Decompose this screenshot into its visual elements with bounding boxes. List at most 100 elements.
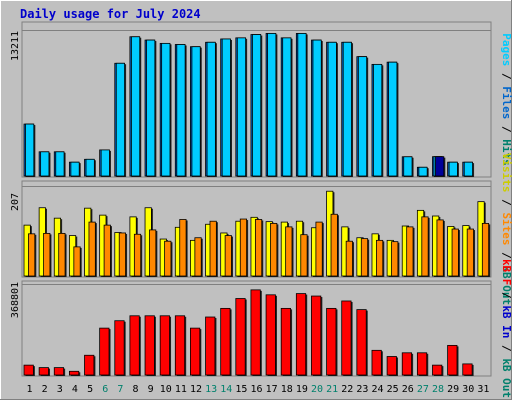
bar-kb-f-day-28 — [432, 364, 444, 376]
bar-sites-day-19 — [300, 234, 309, 277]
bar-files-day-1 — [25, 123, 36, 177]
x-tick-day-16: 16 — [250, 384, 262, 395]
bar-files-day-22-face — [342, 41, 352, 177]
bar-sites-day-10 — [164, 240, 173, 277]
panel-ymax-label: 13211 — [10, 31, 21, 61]
bar-sites-day-29 — [451, 228, 460, 277]
bar-files-day-3-face — [55, 151, 65, 177]
bar-kb-f-day-25 — [386, 356, 398, 376]
bar-files-day-18-face — [282, 37, 292, 177]
bar-sites-day-14-face — [224, 235, 232, 277]
bar-files-day-29-face — [448, 161, 458, 177]
x-tick-day-7: 7 — [117, 384, 123, 395]
bar-kb-f-day-10 — [159, 315, 172, 376]
bar-sites-day-4-face — [73, 246, 81, 277]
x-tick-day-11: 11 — [175, 384, 187, 395]
x-tick-day-8: 8 — [132, 384, 138, 395]
bar-sites-day-6 — [103, 224, 112, 277]
bar-files-day-12 — [191, 46, 202, 177]
bar-sites-day-17-face — [270, 222, 278, 277]
bar-sites-day-10-face — [164, 240, 172, 277]
bar-sites-day-25 — [391, 241, 400, 277]
x-tick-day-27: 27 — [417, 384, 429, 395]
bar-sites-day-23-face — [360, 238, 369, 277]
bar-kb-f-day-5 — [84, 354, 96, 376]
bar-kb-f-day-26 — [401, 352, 414, 376]
bar-kb-f-day-23 — [356, 309, 368, 376]
x-tick-day-18: 18 — [281, 384, 293, 395]
x-tick-day-13: 13 — [205, 384, 217, 395]
bar-files-day-9-face — [146, 39, 156, 177]
bar-files-day-20-face — [312, 39, 322, 177]
bar-sites-day-27-face — [421, 216, 429, 277]
bar-kb-f-day-29 — [447, 344, 459, 376]
x-tick-day-6: 6 — [102, 384, 108, 395]
bar-files-day-5 — [85, 158, 96, 177]
bar-sites-day-30 — [466, 228, 476, 277]
bar-files-day-25-face — [388, 61, 398, 177]
x-tick-day-3: 3 — [57, 384, 63, 395]
side-label-part: kB Out — [500, 265, 512, 305]
panel-visits_sites: 207 Visits / Sites / kB Out — [10, 153, 512, 305]
bar-files-day-19-face — [297, 33, 307, 177]
bar-sites-day-7 — [118, 232, 128, 277]
bar-kb-f-day-11-face — [174, 315, 186, 376]
side-label-part: Visits — [500, 153, 512, 193]
bar-kb-f-day-23-face — [356, 309, 367, 376]
bar-kb-f-day-7-face — [114, 320, 125, 376]
bar-sites-day-22 — [345, 240, 355, 277]
bar-sites-day-4 — [73, 246, 82, 277]
bar-sites-day-2-face — [43, 232, 51, 277]
bar-sites-day-12 — [194, 237, 203, 277]
bar-files-day-4 — [70, 161, 81, 177]
panel-side-label: Visits / Sites / kB Out — [500, 153, 512, 305]
bar-files-day-8-face — [131, 36, 141, 177]
x-tick-day-1: 1 — [27, 384, 33, 395]
bar-sites-day-3-face — [58, 232, 66, 277]
bar-sites-day-11-face — [179, 219, 187, 277]
x-tick-day-4: 4 — [72, 384, 78, 395]
bar-files-day-30 — [463, 161, 475, 177]
bar-sites-day-1 — [28, 233, 37, 277]
bar-pages-day-28-face — [435, 156, 445, 177]
bar-sites-day-5-face — [88, 221, 96, 277]
bar-kb-f-day-6-face — [99, 327, 110, 376]
side-label-part: Pages — [500, 33, 512, 66]
bar-sites-day-23 — [360, 238, 370, 277]
bar-files-day-6 — [100, 149, 111, 177]
bar-sites-day-31 — [481, 222, 491, 277]
bar-sites-day-19-face — [300, 234, 308, 277]
bar-kb-f-day-7 — [114, 320, 126, 376]
bar-kb-f-day-16-face — [250, 289, 261, 376]
bar-files-day-24-face — [373, 63, 383, 177]
x-tick-day-10: 10 — [160, 384, 172, 395]
bar-files-day-5-face — [85, 158, 95, 177]
bar-files-day-4-face — [70, 161, 80, 177]
bar-kb-f-day-10-face — [159, 315, 170, 376]
bar-files-day-3 — [55, 151, 66, 177]
bar-files-day-14 — [221, 38, 232, 178]
bar-kb-f-day-13 — [205, 316, 217, 376]
bar-kb-f-day-12 — [190, 327, 202, 376]
bar-files-day-10 — [161, 42, 172, 177]
bar-sites-day-18-face — [285, 226, 293, 277]
x-tick-day-28: 28 — [432, 384, 444, 395]
bar-files-day-7 — [115, 62, 127, 177]
bar-files-day-9 — [146, 39, 157, 177]
bar-files-day-16-face — [252, 34, 262, 177]
bar-files-day-19 — [297, 33, 308, 178]
bar-kb-f-day-2 — [38, 367, 51, 376]
bar-kb-f-day-30-face — [462, 363, 473, 376]
bar-kb-f-day-19-face — [295, 293, 307, 376]
bar-kb-f-day-4-face — [68, 370, 80, 376]
bar-kb-f-day-28-face — [432, 364, 443, 376]
bar-kb-f-day-1 — [23, 364, 35, 376]
bar-sites-day-30-face — [466, 228, 474, 277]
bar-kb-f-day-15 — [235, 298, 247, 376]
bar-files-day-11 — [176, 44, 187, 178]
x-tick-day-2: 2 — [42, 384, 48, 395]
bar-sites-day-6-face — [103, 224, 111, 277]
bar-kb-f-day-3-face — [53, 367, 65, 376]
bar-kb-f-day-20-face — [311, 295, 322, 376]
panel-ymax-label: 207 — [10, 193, 21, 211]
